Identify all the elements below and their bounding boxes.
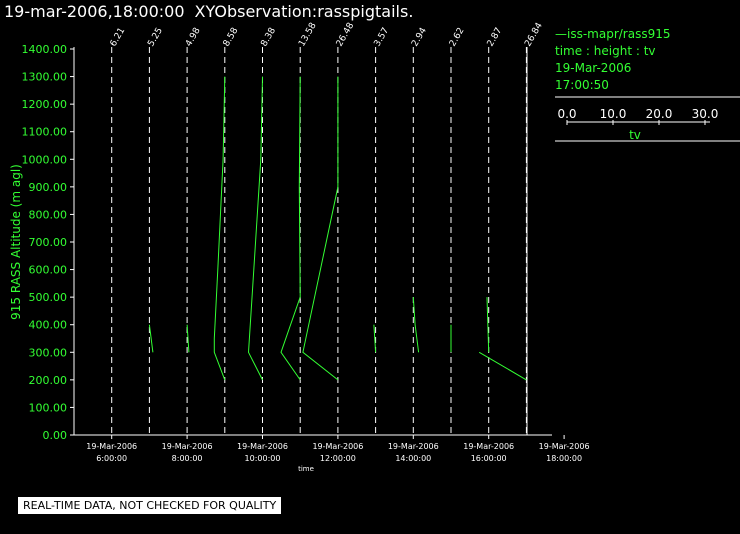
y-tick-label: 800.00 xyxy=(29,208,68,221)
y-tick-label: 0.00 xyxy=(43,429,68,442)
x-axis-title: time xyxy=(298,465,314,473)
x-tick-date: 19-Mar-2006 xyxy=(237,442,288,451)
legend-time: 17:00:50 xyxy=(555,78,609,92)
profile-line xyxy=(478,351,527,381)
profile-label: 8.58 xyxy=(222,26,241,49)
profile-label: 2.62 xyxy=(448,26,467,48)
x-tick-date: 19-Mar-2006 xyxy=(312,442,363,451)
x-tick-time: 12:00:00 xyxy=(320,454,356,463)
legend-date: 19-Mar-2006 xyxy=(555,61,632,75)
y-tick-label: 1300.00 xyxy=(22,71,68,84)
profile-line xyxy=(280,76,301,381)
x-tick-date: 19-Mar-2006 xyxy=(388,442,439,451)
profile-label: 13.58 xyxy=(297,21,319,49)
chart-axes: 915 RASS Altitude (m agl) time xyxy=(9,47,552,473)
title-timestamp: 19-mar-2006,18:00:00 xyxy=(4,2,185,21)
x-tick-time: 16:00:00 xyxy=(471,454,507,463)
y-tick-label: 1400.00 xyxy=(22,43,68,56)
title-product: XYObservation:rasspigtails. xyxy=(194,2,414,21)
x-tick-date: 19-Mar-2006 xyxy=(162,442,213,451)
profile-label: 26.48 xyxy=(335,21,357,49)
legend-scale-tick: 30.0 xyxy=(692,107,719,121)
legend-series-label: —iss-mapr/rass915 xyxy=(555,27,671,41)
x-ticks: 19-Mar-2006 6:00:00 19-Mar-2006 8:00:00 19-M… xyxy=(86,435,590,463)
profile-line xyxy=(412,297,420,353)
y-tick-label: 1100.00 xyxy=(22,126,68,139)
y-tick-label: 1200.00 xyxy=(22,98,68,111)
profile-line xyxy=(148,324,154,353)
y-ticks: 0.00 100.00 200.00 300.00 400.00 500.00 600.00… xyxy=(22,43,74,442)
y-tick-label: 700.00 xyxy=(29,236,68,249)
profile-label: 8.38 xyxy=(259,26,278,49)
y-tick-label: 900.00 xyxy=(29,181,68,194)
profile-line xyxy=(186,324,190,353)
y-tick-label: 1000.00 xyxy=(22,153,68,166)
quality-disclaimer: REAL-TIME DATA, NOT CHECKED FOR QUALITY xyxy=(18,497,282,514)
profile-label: 26.84 xyxy=(523,21,545,49)
y-axis-title: 915 RASS Altitude (m agl) xyxy=(9,164,23,320)
x-tick-date: 19-Mar-2006 xyxy=(463,442,514,451)
x-tick-time: 14:00:00 xyxy=(395,454,431,463)
profile-label: 2.94 xyxy=(410,26,429,49)
x-tick-time: 18:00:00 xyxy=(546,454,582,463)
profile-line xyxy=(373,324,377,353)
profile-label: 5.25 xyxy=(146,26,165,48)
profile-labels: 6.21 5.25 4.98 8.58 8.38 13.58 26.48 3.57 2.94 2.… xyxy=(109,21,545,49)
x-tick-date: 19-Mar-2006 xyxy=(539,442,590,451)
profile-line xyxy=(213,76,226,381)
profile-label: 3.57 xyxy=(373,26,392,48)
legend-scale-tick: 0.0 xyxy=(557,107,576,121)
profile-line xyxy=(247,76,263,381)
page-title: 19-mar-2006,18:00:00 XYObservation:rasspi… xyxy=(4,2,413,21)
profile-label: 4.98 xyxy=(184,26,203,49)
profile-label: 2.87 xyxy=(486,26,505,48)
y-tick-label: 200.00 xyxy=(29,374,68,387)
y-tick-label: 300.00 xyxy=(29,346,68,359)
legend-scale-label: tv xyxy=(629,128,641,142)
profile-series xyxy=(148,76,527,381)
legend-scale: 0.0 10.0 20.0 30.0 tv xyxy=(555,96,740,142)
legend-axes-desc: time : height : tv xyxy=(555,44,656,58)
x-tick-time: 10:00:00 xyxy=(245,454,281,463)
legend-scale-tick: 10.0 xyxy=(600,107,627,121)
vertical-grid xyxy=(111,47,527,435)
legend-scale-ticks: 0.0 10.0 20.0 30.0 xyxy=(557,107,718,125)
profile-label: 6.21 xyxy=(109,26,128,48)
x-tick-time: 6:00:00 xyxy=(96,454,127,463)
profile-line xyxy=(302,76,339,381)
legend-panel: —iss-mapr/rass915 time : height : tv 19-… xyxy=(555,26,740,156)
y-tick-label: 100.00 xyxy=(29,401,68,414)
profile-line xyxy=(486,297,490,353)
y-tick-label: 400.00 xyxy=(29,319,68,332)
legend-scale-tick: 20.0 xyxy=(646,107,673,121)
y-tick-label: 500.00 xyxy=(29,291,68,304)
y-tick-label: 600.00 xyxy=(29,264,68,277)
x-tick-date: 19-Mar-2006 xyxy=(86,442,137,451)
x-tick-time: 8:00:00 xyxy=(172,454,203,463)
